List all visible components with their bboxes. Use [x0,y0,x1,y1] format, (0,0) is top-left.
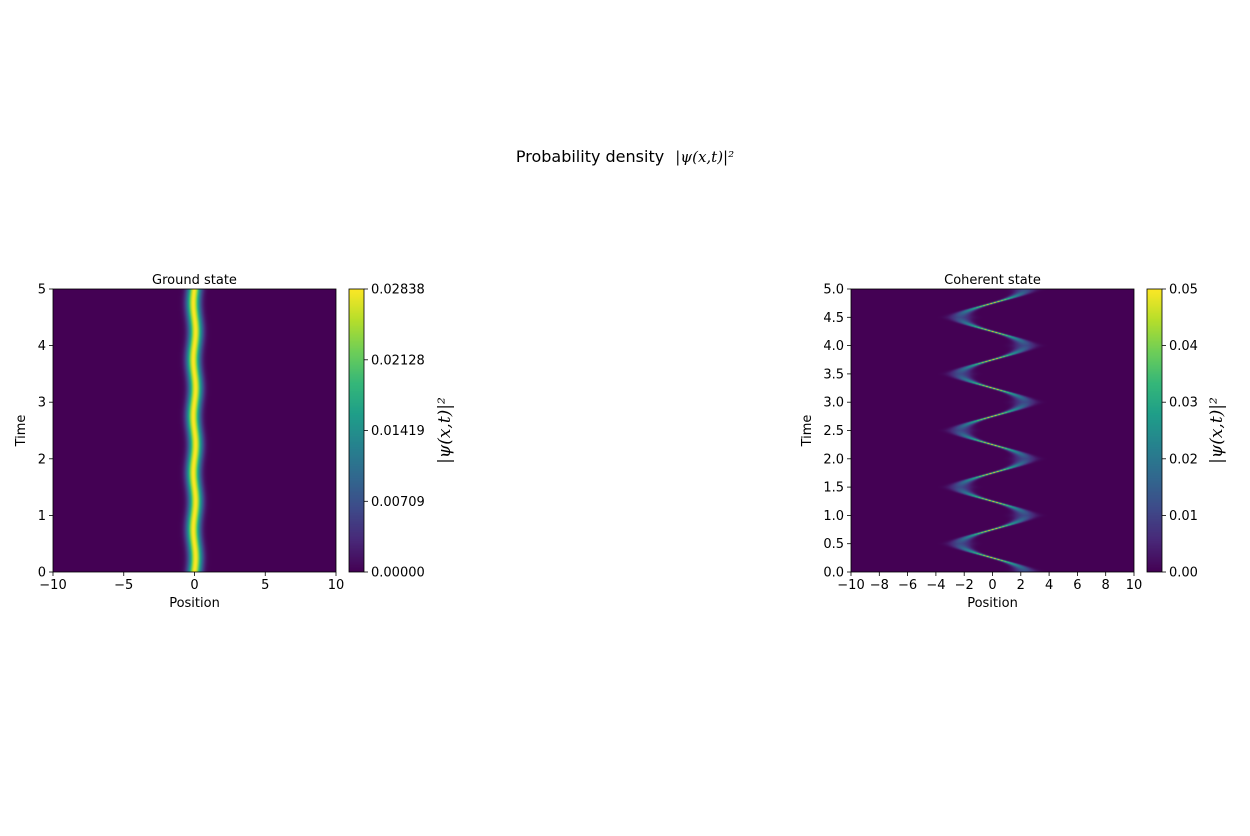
x-tick-label: 10 [328,578,345,593]
colorbar-tick-label: 0.03 [1169,396,1198,411]
y-axis-label: Time [14,415,29,448]
y-axis-label: Time [800,415,815,448]
colorbar-tick-label: 0.02838 [371,283,425,298]
y-tick-label: 1.5 [823,481,844,496]
y-tick-label: 5 [38,283,46,298]
x-tick-label: 2 [1017,578,1025,593]
y-tick-label: 5.0 [823,283,844,298]
x-tick-label: 8 [1102,578,1110,593]
panels: Ground state −10 −5 0 5 10 Position 0 1 2 3 4 5 Time 0… [14,273,1227,611]
colorbar-tick-label: 0.01419 [371,424,425,439]
x-tick-label: −2 [955,578,974,593]
y-tick-label: 0.5 [823,537,844,552]
y-tick-label: 4.0 [823,339,844,354]
y-tick-label: 3 [38,396,46,411]
panel-2: Coherent state −10 −8 −6 −4 −2 0 2 4 6 8 10 Position… [800,273,1227,611]
x-tick-label: 5 [261,578,269,593]
panel-title: Coherent state [944,273,1041,288]
x-tick-label: 0 [988,578,996,593]
x-tick-label: 10 [1126,578,1143,593]
colorbar [1147,289,1162,572]
y-tick-label: 4.5 [823,311,844,326]
x-axis-label: Position [967,596,1018,611]
x-tick-label: −5 [114,578,133,593]
colorbar-tick-label: 0.02 [1169,452,1198,467]
y-tick-label: 2.0 [823,452,844,467]
colorbar-tick-label: 0.00709 [371,495,425,510]
colorbar-tick-label: 0.02128 [371,353,425,368]
x-tick-label: 0 [190,578,198,593]
x-axis-label: Position [169,596,220,611]
y-tick-label: 3.5 [823,367,844,382]
panel-1: Ground state −10 −5 0 5 10 Position 0 1 2 3 4 5 Time 0… [14,273,455,611]
colorbar-tick-label: 0.04 [1169,339,1198,354]
y-tick-label: 1 [38,509,46,524]
y-tick-label: 0 [38,566,46,581]
y-tick-label: 1.0 [823,509,844,524]
colorbar-tick-label: 0.00000 [371,566,425,581]
x-tick-label: −4 [926,578,945,593]
x-tick-label: −10 [837,578,864,593]
colorbar-label: |ψ(x,t)|² [1207,397,1227,464]
heatmap-image [53,289,336,572]
y-tick-label: 4 [38,339,46,354]
x-tick-label: −6 [898,578,917,593]
heatmap-image [851,289,1134,572]
panel-title: Ground state [152,273,237,288]
colorbar-label: |ψ(x,t)|² [435,397,455,464]
x-tick-label: 6 [1073,578,1081,593]
x-tick-label: −10 [39,578,66,593]
colorbar [349,289,364,572]
colorbar-tick-label: 0.00 [1169,566,1198,581]
x-tick-label: −8 [870,578,889,593]
figure-title-math: |ψ(x,t)|² [675,148,734,166]
y-tick-label: 3.0 [823,396,844,411]
y-tick-label: 2.5 [823,424,844,439]
colorbar-tick-label: 0.01 [1169,509,1198,524]
figure-title: Probability density |ψ(x,t)|² [516,147,734,166]
y-tick-label: 2 [38,452,46,467]
figure-title-text: Probability density [516,147,664,166]
y-tick-label: 0.0 [823,566,844,581]
colorbar-tick-label: 0.05 [1169,283,1198,298]
colorbar-frame [1146,288,1163,573]
x-tick-label: 4 [1045,578,1053,593]
